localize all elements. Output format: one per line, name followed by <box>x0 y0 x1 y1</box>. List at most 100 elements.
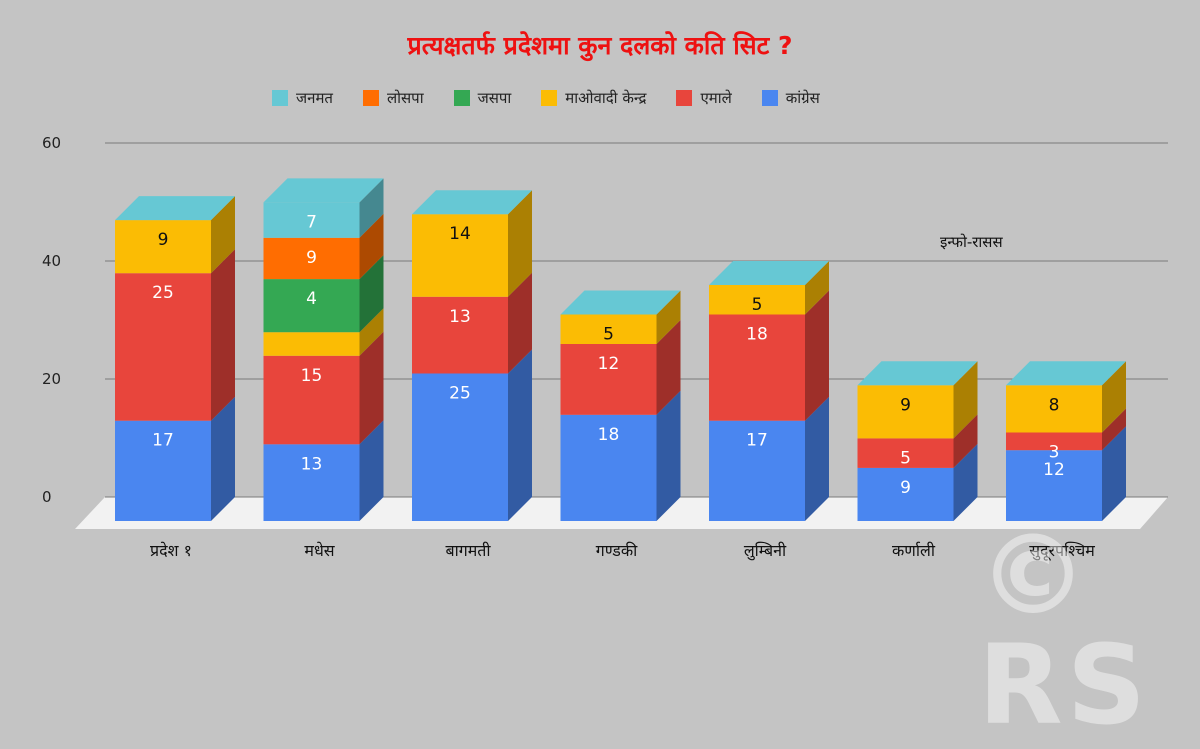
legend-item: कांग्रेस <box>761 88 820 108</box>
bar-segment <box>560 414 657 521</box>
bar-side <box>953 361 978 439</box>
legend-item: जनमत <box>272 88 333 108</box>
legend-swatch <box>272 90 288 106</box>
legend-swatch <box>453 90 470 106</box>
data-label: 17 <box>152 431 174 451</box>
bar-side <box>508 190 532 297</box>
legend-swatch <box>362 90 379 106</box>
watermark-logo: © RS <box>978 511 1150 749</box>
bar-side <box>805 396 829 521</box>
data-label: 8 <box>1049 395 1060 415</box>
bar-side <box>656 290 681 344</box>
bar-segment <box>857 467 954 521</box>
legend-swatch <box>541 90 558 106</box>
annotation-label: इन्फो-रासस <box>940 233 1003 251</box>
x-tick-label: बागमती <box>445 541 491 560</box>
bar-segment <box>263 332 360 356</box>
data-label: 3 <box>1049 443 1060 463</box>
bar-segment <box>115 220 211 274</box>
bar-segment <box>1006 385 1102 433</box>
bar-side <box>1102 361 1126 433</box>
bar-segment <box>560 314 657 344</box>
bar-side <box>211 196 235 274</box>
data-label: 12 <box>1043 460 1065 480</box>
bar-segment <box>263 237 360 280</box>
bar-segment <box>115 420 211 521</box>
bar-side <box>1102 426 1126 521</box>
legend-item: जसपा <box>453 88 511 108</box>
legend: जनमत लोसपा जसपा माओवादी केन्द्र एमाले कांग्रे… <box>272 88 820 108</box>
bar-side <box>656 390 681 521</box>
bar-side <box>211 249 235 421</box>
bar-segment <box>709 314 805 421</box>
bar-segment <box>857 385 954 439</box>
x-tick-label: मधेस <box>304 541 335 560</box>
data-label: 9 <box>900 478 911 498</box>
legend-label: लोसपा <box>386 89 424 107</box>
legend-swatch <box>676 90 693 106</box>
data-label: 4 <box>306 289 317 309</box>
y-tick-label: 60 <box>42 134 61 152</box>
bar-side <box>359 255 384 333</box>
bar-segment <box>412 373 508 521</box>
bar-segment <box>1006 432 1102 451</box>
chart-container: प्रत्यक्षतर्फ प्रदेशमा कुन दलको कति सिट … <box>42 31 1168 740</box>
bar-side <box>359 308 384 356</box>
data-label: 9 <box>900 395 911 415</box>
x-tick-label: कर्णाली <box>892 541 936 560</box>
chart-plot: 0 20 40 60 17 25 9 प्रदेश १ 13 15 4 9 7 मधेस 25 13 14 बाग… <box>42 134 1168 561</box>
legend-label: एमाले <box>700 89 732 107</box>
bar-side <box>656 320 681 415</box>
legend-item: एमाले <box>676 88 732 108</box>
legend-item: लोसपा <box>362 88 424 108</box>
data-label: 25 <box>449 384 471 404</box>
data-label: 13 <box>301 454 323 474</box>
bar-side <box>359 420 384 521</box>
bar-segment <box>263 355 360 445</box>
bar-side <box>359 331 384 445</box>
data-label: 5 <box>752 295 763 315</box>
data-label: 7 <box>306 212 317 232</box>
chart-title: प्रत्यक्षतर्फ प्रदेशमा कुन दलको कति सिट … <box>407 31 793 60</box>
x-tick-label: गण्डकी <box>596 541 638 560</box>
data-label: 9 <box>306 248 317 268</box>
data-label: 25 <box>152 283 174 303</box>
bar-segment <box>412 214 508 297</box>
y-tick-label: 40 <box>42 252 61 270</box>
bar-side <box>508 349 532 521</box>
bar-segment <box>1006 450 1102 521</box>
legend-label: माओवादी केन्द्र <box>565 89 647 107</box>
bar-segment <box>709 420 805 521</box>
bar-top <box>709 261 829 285</box>
bar-segment <box>412 296 508 374</box>
legend-item: माओवादी केन्द्र <box>541 88 646 108</box>
bar-top <box>1006 361 1126 386</box>
data-label: 18 <box>598 425 620 445</box>
x-tick-label: सुदूरपश्चिम <box>1029 541 1095 561</box>
bar-side <box>359 213 384 280</box>
legend-label: जनमत <box>296 89 333 107</box>
bar-segment <box>709 285 805 315</box>
legend-swatch <box>761 90 778 106</box>
bar-side <box>508 272 532 374</box>
x-tick-label: लुम्बिनी <box>744 541 787 561</box>
bar-segment <box>263 444 360 521</box>
bar-side <box>805 290 829 421</box>
bar-segment <box>857 438 954 468</box>
bar-segment <box>560 344 657 415</box>
bar-side <box>953 443 978 521</box>
data-label: 18 <box>746 325 768 345</box>
bar-top <box>560 290 681 315</box>
data-label: 5 <box>603 325 614 345</box>
bar-side <box>1102 408 1126 451</box>
data-label: 15 <box>301 366 323 386</box>
bar-segment <box>115 273 211 421</box>
bar-side <box>359 178 384 238</box>
bar-top <box>263 178 384 203</box>
x-tick-label: प्रदेश १ <box>150 541 192 560</box>
bar-segment <box>263 202 360 238</box>
y-tick-label: 20 <box>42 370 61 388</box>
legend-label: कांग्रेस <box>785 89 820 107</box>
bar-top <box>115 196 235 221</box>
bar-side <box>211 396 235 521</box>
